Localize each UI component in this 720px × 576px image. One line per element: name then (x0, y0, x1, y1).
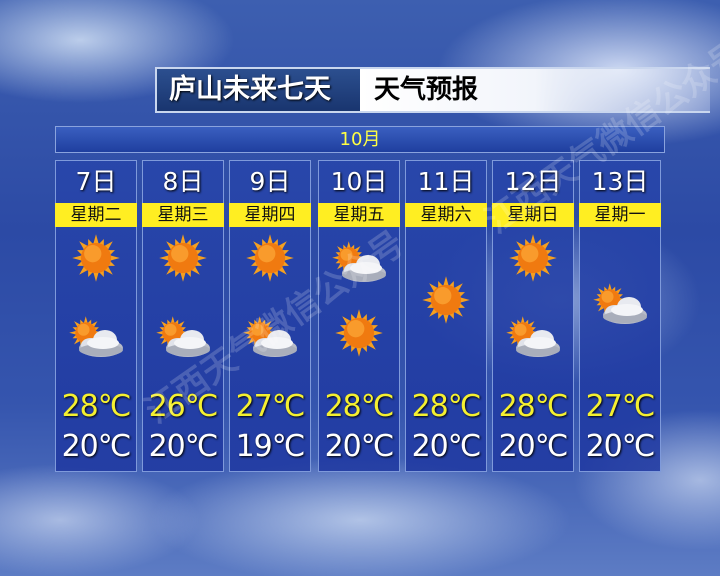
sunny-icon (506, 231, 560, 289)
weekday-label: 星期四 (229, 203, 311, 227)
day-column: 7日 星期二 28℃ 20℃ (55, 160, 137, 472)
date-label: 11日 (417, 167, 475, 196)
sunny-icon (332, 306, 386, 364)
sunny-icon (69, 231, 123, 289)
partly-cloudy-icon (328, 239, 390, 289)
weekday-label: 星期六 (405, 203, 487, 227)
partly-cloudy-icon (152, 314, 214, 364)
partly-cloudy-icon (65, 314, 127, 364)
sunny-icon (156, 231, 210, 289)
high-temp: 27℃ (585, 389, 656, 424)
date-label: 9日 (249, 167, 291, 196)
partly-cloudy-icon (502, 314, 564, 364)
low-temp: 19℃ (235, 429, 306, 464)
date-label: 12日 (504, 167, 562, 196)
weekday-label: 星期五 (318, 203, 400, 227)
day-column: 11日 星期六 28℃ 20℃ (405, 160, 487, 472)
low-temp: 20℃ (498, 429, 569, 464)
low-temp: 20℃ (324, 429, 395, 464)
month-bar: 10月 (55, 126, 665, 153)
high-temp: 28℃ (324, 389, 395, 424)
high-temp: 28℃ (61, 389, 132, 424)
weekday-label: 星期二 (55, 203, 137, 227)
weekday-label: 星期一 (579, 203, 661, 227)
date-label: 10日 (330, 167, 388, 196)
title-suffix: 天气预报 (360, 67, 710, 113)
title-location: 庐山未来七天 (155, 67, 360, 113)
day-column: 12日 星期日 28℃ 20℃ (492, 160, 574, 472)
weekday-label: 星期三 (142, 203, 224, 227)
high-temp: 27℃ (235, 389, 306, 424)
sunny-icon (243, 231, 297, 289)
day-column: 8日 星期三 26℃ 20℃ (142, 160, 224, 472)
low-temp: 20℃ (411, 429, 482, 464)
day-column: 10日 星期五 28℃ 20℃ (318, 160, 400, 472)
partly-cloudy-icon (239, 314, 301, 364)
high-temp: 28℃ (498, 389, 569, 424)
date-label: 13日 (591, 167, 649, 196)
date-label: 8日 (162, 167, 204, 196)
weekday-label: 星期日 (492, 203, 574, 227)
low-temp: 20℃ (61, 429, 132, 464)
high-temp: 26℃ (148, 389, 219, 424)
low-temp: 20℃ (148, 429, 219, 464)
low-temp: 20℃ (585, 429, 656, 464)
day-column: 13日 星期一 27℃ 20℃ (579, 160, 661, 472)
date-label: 7日 (75, 167, 117, 196)
sunny-icon (419, 273, 473, 331)
partly-cloudy-icon (589, 281, 651, 331)
high-temp: 28℃ (411, 389, 482, 424)
day-column: 9日 星期四 27℃ 19℃ (229, 160, 311, 472)
